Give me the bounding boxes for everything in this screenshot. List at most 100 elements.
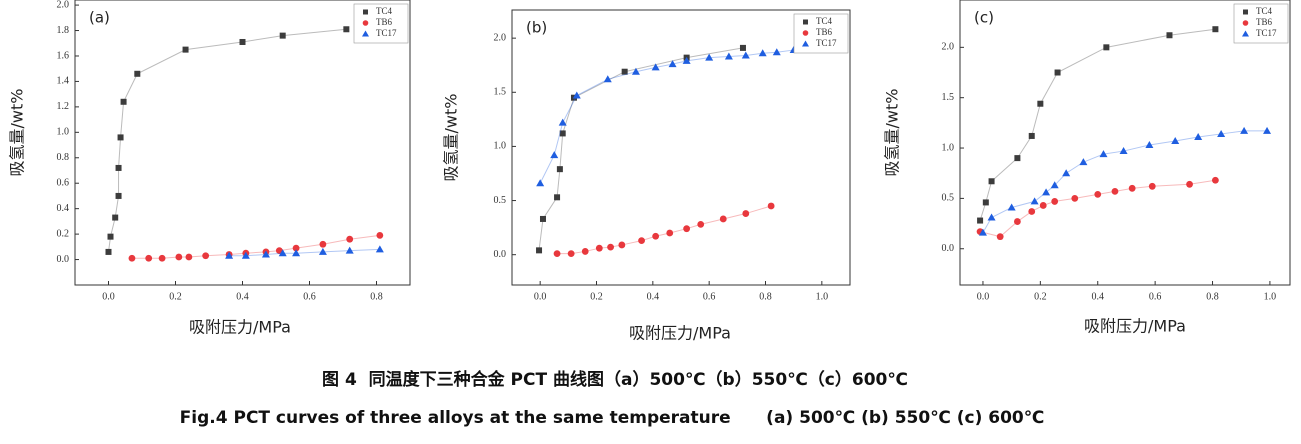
marker-triangle [705, 53, 714, 61]
marker-circle [202, 252, 210, 260]
marker-square [1212, 26, 1219, 33]
marker-triangle [1263, 126, 1272, 134]
y-tick-label: 2.0 [57, 0, 70, 10]
legend-swatch [1242, 20, 1249, 26]
y-tick-label: 0.0 [942, 243, 955, 254]
caption-cn: 图 4 同温度下三种合金 PCT 曲线图（a）500℃（b）550℃（c）600… [322, 369, 908, 390]
marker-circle [697, 220, 705, 228]
y-tick-label: 1.8 [57, 25, 70, 36]
marker-circle [638, 237, 645, 245]
marker-circle [595, 244, 603, 252]
x-tick-label: 0.2 [590, 291, 603, 302]
y-tick-label: 0.0 [57, 254, 70, 265]
marker-square [556, 166, 563, 173]
x-axis-label: 吸附压力/MPa [189, 318, 291, 337]
x-tick-label: 0.8 [370, 291, 383, 302]
marker-square [279, 32, 286, 39]
panel-label: (a) [89, 9, 110, 27]
marker-triangle [668, 60, 677, 68]
legend-swatch [802, 30, 809, 36]
marker-square [117, 134, 124, 141]
marker-triangle [1042, 188, 1051, 196]
marker-circle [1051, 198, 1059, 205]
marker-circle [185, 253, 193, 261]
marker-circle [1028, 208, 1036, 215]
y-tick-label: 1.2 [57, 101, 70, 112]
marker-triangle [1030, 197, 1039, 205]
marker-circle [1071, 194, 1079, 202]
marker-square [239, 38, 246, 45]
y-tick-label: 0.6 [57, 178, 70, 189]
y-tick-label: 0.5 [942, 193, 955, 204]
marker-triangle [241, 251, 250, 259]
y-tick-label: 1.0 [57, 127, 70, 138]
marker-square [182, 46, 189, 53]
y-tick-label: 1.4 [57, 76, 70, 87]
y-tick-label: 0.0 [494, 249, 507, 260]
x-tick-label: 0.8 [759, 291, 772, 302]
marker-square [1037, 100, 1044, 107]
marker-circle [618, 241, 626, 249]
marker-square [115, 164, 122, 171]
marker-triangle [536, 179, 545, 187]
marker-triangle [758, 49, 767, 57]
marker-circle [346, 235, 354, 243]
marker-circle [996, 233, 1004, 241]
marker-circle [319, 240, 327, 248]
marker-circle [567, 250, 575, 258]
x-axis-label: 吸附压力/MPa [629, 324, 731, 343]
marker-triangle [1099, 150, 1108, 158]
y-tick-label: 2.0 [494, 32, 507, 43]
x-tick-label: 0.2 [1034, 291, 1047, 302]
x-tick-label: 0.4 [647, 291, 660, 302]
marker-triangle [631, 67, 640, 75]
marker-square [107, 233, 114, 240]
y-tick-label: 1.5 [942, 92, 955, 103]
marker-circle [292, 244, 300, 252]
plot-frame [959, 0, 1291, 286]
marker-triangle [1079, 158, 1088, 166]
marker-triangle [741, 51, 750, 59]
panel: 0.0 0.2 0.4 0.6 0.8 1.0 0.0 0.5 1.0 1.5 2.0 (b) 吸氢量/… [442, 9, 851, 343]
legend-label: TC4 [1256, 6, 1273, 16]
marker-triangle [550, 151, 559, 159]
marker-square [977, 217, 984, 224]
marker-triangle [345, 246, 354, 254]
y-tick-label: 1.5 [494, 87, 507, 98]
marker-triangle [1145, 141, 1154, 149]
marker-circle [1186, 180, 1193, 188]
legend-label: TB6 [1256, 17, 1273, 27]
legend-swatch [802, 40, 809, 47]
legend-marker [802, 40, 809, 47]
legend-marker [363, 9, 368, 15]
x-tick-label: 0.0 [977, 291, 990, 302]
marker-square [105, 248, 112, 255]
y-axis-label: 吸氢量/wt% [8, 89, 27, 177]
marker-square [1166, 32, 1173, 39]
marker-triangle [1119, 147, 1128, 155]
marker-circle [666, 229, 674, 237]
marker-triangle [261, 250, 270, 258]
marker-square [134, 70, 141, 77]
marker-square [1014, 155, 1021, 162]
x-tick-label: 0.6 [1149, 291, 1162, 302]
plot-frame [511, 9, 851, 286]
x-tick-label: 0.8 [1206, 291, 1219, 302]
marker-square [343, 26, 350, 33]
marker-circle [719, 215, 727, 223]
marker-triangle [225, 251, 234, 259]
marker-triangle [1217, 129, 1226, 137]
y-axis-label: 吸氢量/wt% [442, 94, 461, 182]
marker-circle [683, 225, 691, 233]
legend-marker [1242, 30, 1249, 37]
y-tick-label: 0.5 [494, 195, 507, 206]
marker-square [112, 214, 119, 221]
marker-circle [1039, 202, 1047, 209]
legend-label: TC17 [816, 38, 837, 48]
y-tick-label: 2.0 [942, 42, 955, 53]
series-line [539, 49, 794, 184]
legend-swatch [1243, 9, 1248, 15]
marker-triangle [987, 213, 996, 221]
y-tick-label: 1.0 [494, 141, 507, 152]
